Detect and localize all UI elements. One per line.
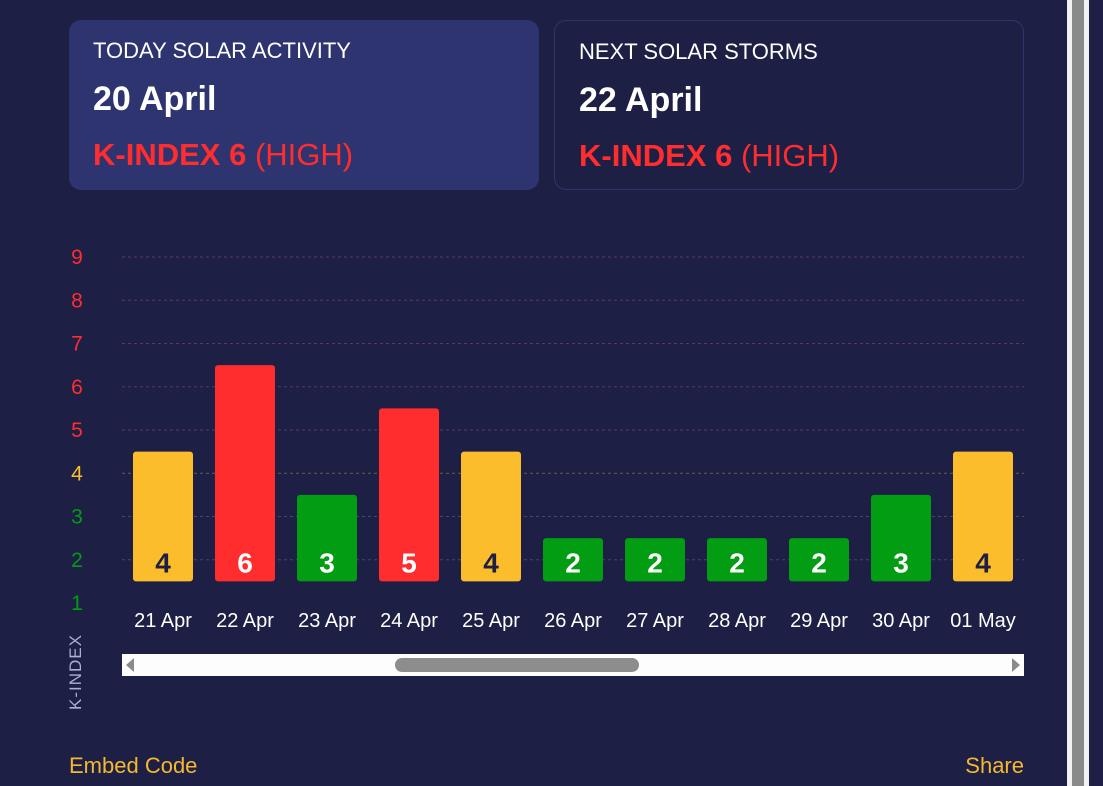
x-tick-label: 22 Apr bbox=[216, 610, 274, 632]
next-storm-kindex-level: (HIGH) bbox=[740, 138, 840, 173]
bar-21-apr[interactable] bbox=[133, 451, 193, 582]
x-tick-label: 26 Apr bbox=[544, 610, 602, 632]
page-scrollbar-track[interactable] bbox=[1072, 0, 1084, 786]
today-kindex-value: K-INDEX 6 bbox=[93, 137, 247, 172]
bar-23-apr[interactable] bbox=[297, 494, 357, 582]
y-tick-label: 9 bbox=[71, 246, 83, 269]
page-scrollbar-border-right bbox=[1084, 0, 1089, 786]
x-tick-label: 21 Apr bbox=[134, 610, 192, 632]
today-kindex-level: (HIGH) bbox=[254, 137, 354, 172]
page-scrollbar-border-left bbox=[1067, 0, 1072, 786]
embed-code-link[interactable]: Embed Code bbox=[69, 753, 198, 778]
scrollbar-thumb[interactable] bbox=[395, 658, 639, 672]
x-tick-label: 30 Apr bbox=[872, 610, 930, 632]
bar-value-label: 2 bbox=[729, 547, 745, 578]
bar-28-apr[interactable] bbox=[707, 538, 767, 582]
x-tick-label: 01 May bbox=[950, 610, 1016, 632]
page-scrollbar-outer bbox=[1089, 0, 1103, 786]
bar-22-apr[interactable] bbox=[215, 365, 275, 582]
x-tick-label: 25 Apr bbox=[462, 610, 520, 632]
bar-value-label: 2 bbox=[565, 547, 581, 578]
bar-27-apr[interactable] bbox=[625, 538, 685, 582]
next-storm-kindex-value: K-INDEX 6 bbox=[579, 138, 733, 173]
y-tick-label: 4 bbox=[71, 462, 83, 485]
bar-value-label: 4 bbox=[483, 547, 499, 578]
x-tick-label: 28 Apr bbox=[708, 610, 766, 632]
page-scrollbar-edge bbox=[1062, 0, 1067, 786]
chart-scrollbar[interactable] bbox=[122, 654, 1024, 676]
y-tick-label: 3 bbox=[71, 506, 83, 529]
y-tick-label: 1 bbox=[71, 592, 83, 615]
next-storm-date: 22 April bbox=[579, 81, 703, 119]
today-activity-label: TODAY SOLAR ACTIVITY bbox=[93, 38, 351, 63]
next-storms-card[interactable]: NEXT SOLAR STORMS 22 April K-INDEX 6 (HI… bbox=[554, 20, 1024, 190]
scroll-right-arrow-icon[interactable] bbox=[1012, 658, 1020, 672]
y-tick-label: 8 bbox=[71, 289, 83, 312]
bar-01-may[interactable] bbox=[953, 451, 1013, 582]
bar-value-label: 3 bbox=[893, 547, 909, 578]
bar-value-label: 4 bbox=[155, 547, 171, 578]
bar-29-apr[interactable] bbox=[789, 538, 849, 582]
bar-value-label: 2 bbox=[647, 547, 663, 578]
y-axis-label: K-INDEX bbox=[66, 634, 85, 710]
bar-30-apr[interactable] bbox=[871, 494, 931, 582]
today-date: 20 April bbox=[93, 80, 217, 118]
bar-value-label: 4 bbox=[975, 547, 991, 578]
x-tick-label: 24 Apr bbox=[380, 610, 438, 632]
y-tick-label: 7 bbox=[71, 333, 83, 356]
y-tick-label: 5 bbox=[71, 419, 83, 442]
bar-value-label: 3 bbox=[319, 547, 335, 578]
bar-value-label: 6 bbox=[237, 547, 253, 578]
x-tick-label: 27 Apr bbox=[626, 610, 684, 632]
y-tick-label: 2 bbox=[71, 549, 83, 572]
bar-value-label: 5 bbox=[401, 547, 417, 578]
x-tick-label: 29 Apr bbox=[790, 610, 848, 632]
bar-26-apr[interactable] bbox=[543, 538, 603, 582]
x-tick-label: 23 Apr bbox=[298, 610, 356, 632]
share-link[interactable]: Share bbox=[965, 753, 1024, 778]
next-storms-label: NEXT SOLAR STORMS bbox=[579, 39, 818, 64]
bar-value-label: 2 bbox=[811, 547, 827, 578]
today-kindex: K-INDEX 6 (HIGH) bbox=[93, 137, 515, 173]
bar-25-apr[interactable] bbox=[461, 451, 521, 582]
bar-24-apr[interactable] bbox=[379, 408, 439, 582]
y-tick-label: 6 bbox=[71, 376, 83, 399]
scroll-left-arrow-icon[interactable] bbox=[126, 658, 134, 672]
today-activity-card: TODAY SOLAR ACTIVITY 20 April K-INDEX 6 … bbox=[69, 20, 539, 190]
next-storm-kindex: K-INDEX 6 (HIGH) bbox=[579, 138, 999, 174]
